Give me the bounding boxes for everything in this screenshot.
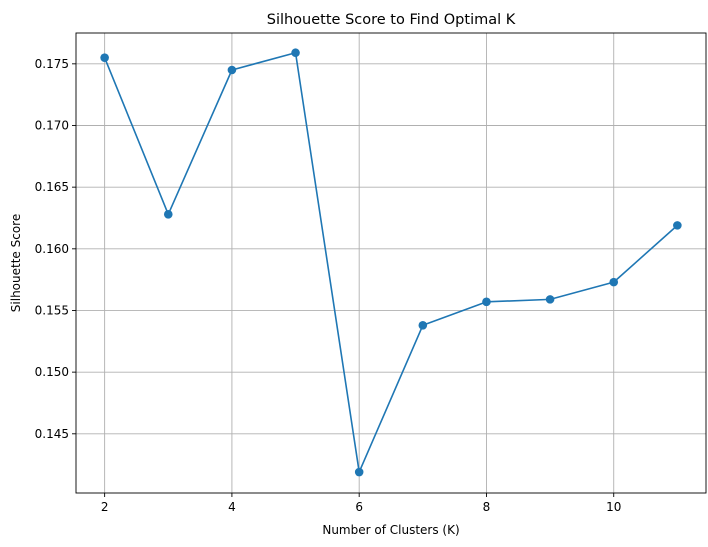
data-point — [609, 277, 619, 287]
data-point — [482, 297, 491, 307]
series-line — [103, 51, 678, 473]
data-point — [291, 48, 300, 58]
y-tick-label: 0.155 — [35, 303, 69, 317]
y-tick-label: 0.145 — [35, 427, 69, 441]
x-axis: 2 4 6 8 10 — [101, 493, 621, 514]
data-point — [673, 221, 682, 230]
x-tick-label: 2 — [101, 500, 109, 514]
x-tick-label: 6 — [355, 500, 363, 514]
x-tick-label: 4 — [228, 500, 236, 514]
data-point — [545, 295, 555, 304]
y-axis: 0.145 0.150 0.155 0.160 0.165 0.170 0.175 — [35, 57, 76, 441]
y-tick-label: 0.170 — [35, 118, 69, 132]
plot-area-frame — [75, 32, 707, 494]
y-tick-label: 0.160 — [35, 242, 69, 256]
series-layer — [100, 48, 682, 477]
chart-title: Silhouette Score to Find Optimal K — [267, 12, 516, 28]
y-tick-label: 0.165 — [35, 180, 69, 194]
x-tick-label: 8 — [483, 500, 491, 514]
data-point — [227, 65, 237, 75]
x-tick-label: 10 — [606, 500, 621, 514]
y-axis-label: Silhouette Score — [9, 214, 23, 312]
data-point — [354, 467, 364, 477]
grid — [76, 33, 706, 493]
y-tick-label: 0.150 — [35, 365, 69, 379]
x-axis-label: Number of Clusters (K) — [322, 523, 459, 537]
data-point — [100, 53, 109, 62]
data-point — [163, 209, 173, 219]
data-point — [418, 320, 428, 330]
y-tick-label: 0.175 — [35, 57, 69, 71]
